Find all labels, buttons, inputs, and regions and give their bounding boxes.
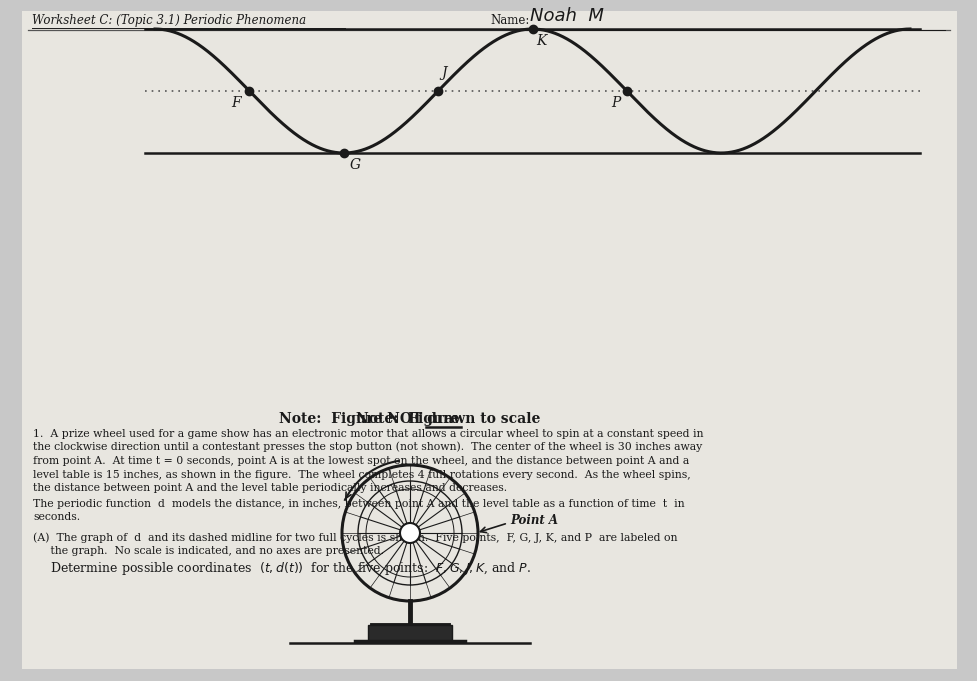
Text: Worksheet C: (Topic 3.1) Periodic Phenomena: Worksheet C: (Topic 3.1) Periodic Phenom… — [32, 14, 306, 27]
Text: P: P — [611, 96, 619, 110]
Text: Noah  M: Noah M — [530, 7, 603, 25]
FancyBboxPatch shape — [21, 11, 956, 669]
Text: Determine possible coordinates  $(t, d(t))$  for the five points:  $F, G, J, K$,: Determine possible coordinates $(t, d(t)… — [50, 560, 531, 577]
Text: K: K — [536, 34, 546, 48]
Text: the distance between point A and the level table periodically increases and decr: the distance between point A and the lev… — [33, 483, 507, 493]
Text: G: G — [350, 158, 361, 172]
Text: The periodic function  d  models the distance, in inches, between point A and th: The periodic function d models the dista… — [33, 499, 684, 509]
Text: from point A.  At time t = 0 seconds, point A is at the lowest spot on the wheel: from point A. At time t = 0 seconds, poi… — [33, 456, 689, 466]
FancyBboxPatch shape — [367, 625, 451, 641]
Text: (A)  The graph of  d  and its dashed midline for two full cycles is shown.  Five: (A) The graph of d and its dashed midlin… — [33, 533, 677, 543]
Text: Point A: Point A — [509, 514, 558, 527]
Text: the clockwise direction until a contestant presses the stop button (not shown). : the clockwise direction until a contesta… — [33, 442, 701, 452]
Text: J: J — [441, 66, 446, 80]
Text: level table is 15 inches, as shown in the figure.  The wheel completes 4 full ro: level table is 15 inches, as shown in th… — [33, 469, 690, 479]
Text: Note:  Figure NOT drawn to scale: Note: Figure NOT drawn to scale — [279, 412, 540, 426]
Text: the graph.  No scale is indicated, and no axes are presented.: the graph. No scale is indicated, and no… — [33, 546, 384, 556]
Text: 1.  A prize wheel used for a game show has an electronic motor that allows a cir: 1. A prize wheel used for a game show ha… — [33, 429, 702, 439]
Text: Name:: Name: — [489, 14, 529, 27]
Circle shape — [400, 523, 419, 543]
Text: seconds.: seconds. — [33, 513, 80, 522]
Text: F: F — [232, 96, 240, 110]
Text: Note:  Figure: Note: Figure — [356, 412, 464, 426]
